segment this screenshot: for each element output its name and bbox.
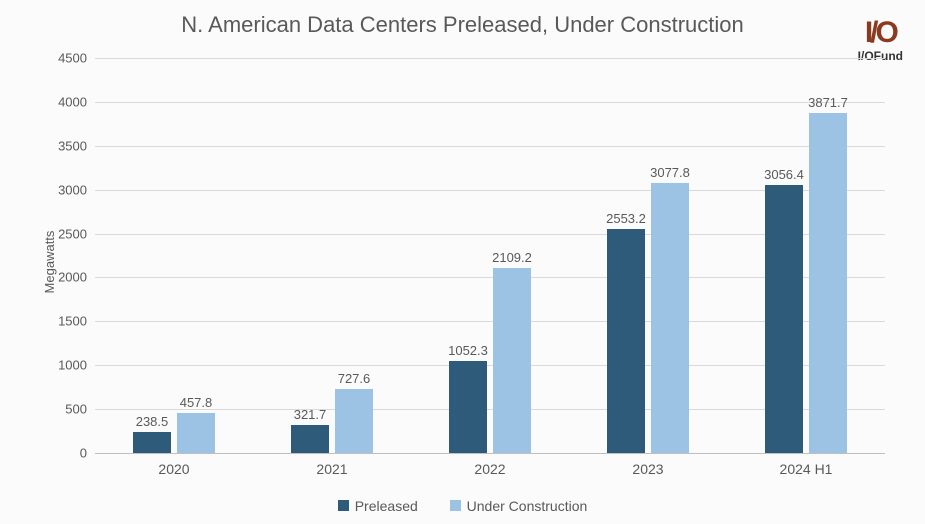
gridline [95, 146, 885, 147]
gridline [95, 102, 885, 103]
y-tick-label: 1000 [27, 358, 87, 373]
bar-value-label: 321.7 [294, 407, 327, 422]
y-tick-label: 500 [27, 402, 87, 417]
legend-swatch-icon [450, 500, 461, 511]
y-tick-label: 3500 [27, 138, 87, 153]
legend-label: Under Construction [467, 498, 588, 514]
legend-swatch-icon [338, 500, 349, 511]
bar-value-label: 3871.7 [808, 95, 848, 110]
y-tick-label: 1500 [27, 314, 87, 329]
bar-under-construction [335, 389, 373, 453]
bar-preleased [449, 361, 487, 453]
bar-value-label: 457.8 [180, 395, 213, 410]
brand-logo: I/O I/OFund [858, 18, 903, 62]
legend: Preleased Under Construction [0, 498, 925, 515]
y-tick-label: 0 [27, 446, 87, 461]
chart-container: N. American Data Centers Preleased, Unde… [0, 0, 925, 524]
bar-preleased [765, 185, 803, 453]
bar-value-label: 238.5 [136, 414, 169, 429]
chart-title: N. American Data Centers Preleased, Unde… [0, 12, 925, 38]
plot-area: 050010001500200025003000350040004500238.… [95, 58, 885, 453]
bar-under-construction [651, 183, 689, 453]
bar-preleased [291, 425, 329, 453]
bar-value-label: 3077.8 [650, 165, 690, 180]
gridline [95, 58, 885, 59]
bar-preleased [607, 229, 645, 453]
logo-mark-icon: I/O [858, 18, 903, 48]
y-tick-label: 2500 [27, 226, 87, 241]
bar-under-construction [177, 413, 215, 453]
bar-value-label: 727.6 [338, 371, 371, 386]
x-tick-label: 2021 [316, 461, 347, 477]
bar-value-label: 1052.3 [448, 343, 488, 358]
legend-label: Preleased [355, 498, 418, 514]
legend-item-under-construction: Under Construction [450, 498, 588, 514]
bar-under-construction [493, 268, 531, 453]
x-tick-label: 2020 [158, 461, 189, 477]
bar-value-label: 3056.4 [764, 167, 804, 182]
legend-item-preleased: Preleased [338, 498, 418, 514]
x-tick-label: 2024 H1 [780, 461, 833, 477]
bar-value-label: 2553.2 [606, 211, 646, 226]
x-tick-label: 2023 [632, 461, 663, 477]
y-tick-label: 3000 [27, 182, 87, 197]
bar-preleased [133, 432, 171, 453]
y-tick-label: 4000 [27, 94, 87, 109]
y-tick-label: 2000 [27, 270, 87, 285]
y-tick-label: 4500 [27, 51, 87, 66]
bar-value-label: 2109.2 [492, 250, 532, 265]
x-tick-label: 2022 [474, 461, 505, 477]
bar-under-construction [809, 113, 847, 453]
